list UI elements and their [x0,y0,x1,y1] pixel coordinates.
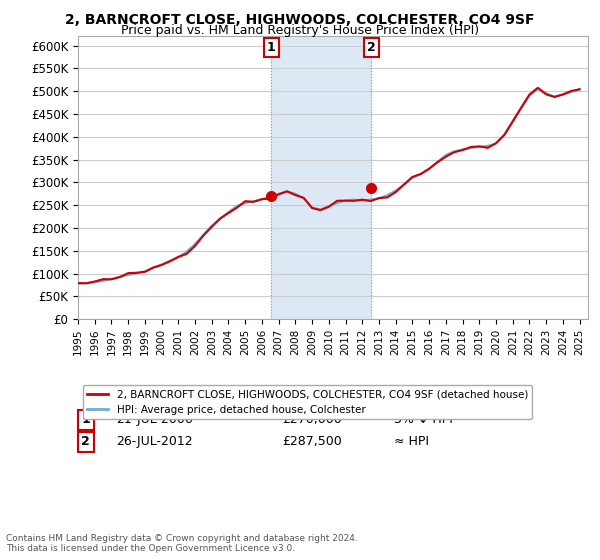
Text: ≈ HPI: ≈ HPI [394,435,429,448]
Text: 2, BARNCROFT CLOSE, HIGHWOODS, COLCHESTER, CO4 9SF: 2, BARNCROFT CLOSE, HIGHWOODS, COLCHESTE… [65,13,535,27]
Text: 26-JUL-2012: 26-JUL-2012 [116,435,193,448]
Text: £270,000: £270,000 [282,413,342,426]
Text: 3% ↓ HPI: 3% ↓ HPI [394,413,453,426]
Text: 21-JUL-2006: 21-JUL-2006 [116,413,193,426]
Text: 2: 2 [81,435,90,448]
Text: Contains HM Land Registry data © Crown copyright and database right 2024.
This d: Contains HM Land Registry data © Crown c… [6,534,358,553]
Text: Price paid vs. HM Land Registry's House Price Index (HPI): Price paid vs. HM Land Registry's House … [121,24,479,37]
Text: 1: 1 [267,41,275,54]
Legend: 2, BARNCROFT CLOSE, HIGHWOODS, COLCHESTER, CO4 9SF (detached house), HPI: Averag: 2, BARNCROFT CLOSE, HIGHWOODS, COLCHESTE… [83,385,532,419]
Text: 1: 1 [81,413,90,426]
Bar [271,36,371,319]
Text: 2: 2 [367,41,376,54]
Text: £287,500: £287,500 [282,435,342,448]
